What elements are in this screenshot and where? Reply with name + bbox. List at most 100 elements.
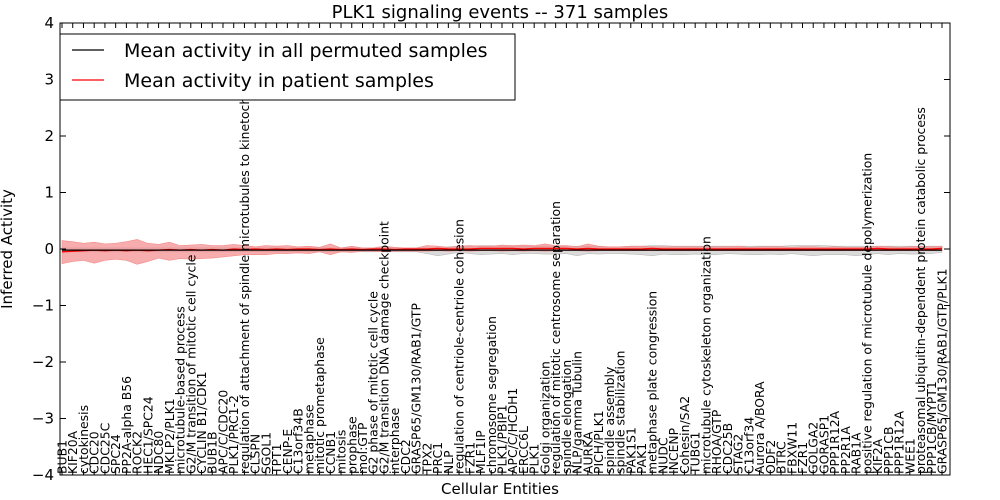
x-category-label: PLK1/PBIP1 xyxy=(495,404,510,474)
x-category-labels: BUB1KIF20AcytokinesisCDC20CDC25CSPC24PP2… xyxy=(55,77,950,475)
x-category-label: MKLP2/PLK1 xyxy=(162,398,177,474)
x-category-label: C13orf34 xyxy=(741,417,756,474)
x-category-label: CCNB1 xyxy=(323,431,338,474)
x-category-label: prophase xyxy=(344,416,359,474)
x-category-label: interphase xyxy=(387,408,402,474)
x-category-label: ODF2 xyxy=(763,440,778,474)
legend: Mean activity in all permuted samples Me… xyxy=(59,33,516,101)
x-category-label: ROCK2 xyxy=(130,431,145,474)
x-category-label: GORASP1 xyxy=(816,415,831,474)
x-category-label: PP2R1A xyxy=(838,426,853,474)
x-category-label: KIF2A xyxy=(870,438,885,474)
x-category-label: CDC20 xyxy=(87,431,102,474)
x-category-label: PPP1R12A xyxy=(827,410,842,474)
x-category-label: metaphase plate congression xyxy=(645,291,660,474)
x-category-label: GRASP65/GM130/RAB1/GTP xyxy=(409,303,424,474)
x-category-label: spindle elongation xyxy=(559,360,574,474)
x-category-label: cytokinesis xyxy=(76,405,91,474)
x-category-label: mitosis xyxy=(334,430,349,474)
x-category-label: positive regulation of microtubule depol… xyxy=(859,153,874,474)
x-category-label: RHOA/GTP xyxy=(709,409,724,474)
x-category-label: regulation of centriole-centriole cohesi… xyxy=(452,219,467,474)
x-category-label: mol:GTP xyxy=(355,422,370,474)
x-category-label: STAG2 xyxy=(731,434,746,474)
legend-label-permuted: Mean activity in all permuted samples xyxy=(124,40,487,62)
x-category-label: G2/M transition DNA damage checkpoint xyxy=(376,221,391,474)
x-category-label: PP2A-alpha B56 xyxy=(119,376,134,474)
x-category-label: WEE1 xyxy=(902,438,917,474)
x-category-label: NLP/gamma Tubulin xyxy=(570,351,585,474)
x-category-label: CYCLIN B1/CDK1 xyxy=(194,371,209,474)
x-category-label: regulation of mitotic centrosome separat… xyxy=(548,201,563,474)
x-category-label: microtubule-based process xyxy=(173,306,188,474)
x-category-label: INCENP xyxy=(666,427,681,474)
x-category-label: MLF1IP xyxy=(473,430,488,474)
x-category-label: GOLGA2 xyxy=(806,422,821,474)
y-axis-label: Inferred Activity xyxy=(0,189,16,309)
x-category-label: TPT1 xyxy=(269,444,284,476)
x-category-label: PICH/PLK1 xyxy=(591,410,606,474)
x-category-label: CDC25C xyxy=(97,423,112,474)
x-category-label: ERCC6L xyxy=(516,426,531,474)
x-category-label: BUB1B xyxy=(205,432,220,474)
x-category-label: metaphase xyxy=(301,404,316,474)
y-tick-label: −4 xyxy=(32,466,54,484)
x-category-label: Golgi organization xyxy=(537,361,552,474)
legend-box xyxy=(59,33,516,101)
x-category-label: PLK1 xyxy=(527,444,542,474)
x-category-label: spindle assembly xyxy=(602,367,617,474)
x-category-label: PLK1/PRC1-2 xyxy=(226,395,241,474)
x-category-label: Cohesin/SA2 xyxy=(677,396,692,474)
x-category-label: FZR1 xyxy=(462,442,477,474)
legend-label-patient: Mean activity in patient samples xyxy=(124,70,434,92)
x-category-label: C13orf34B xyxy=(291,408,306,474)
x-category-label: PPP1R12A xyxy=(892,410,907,474)
x-category-label: SPC24 xyxy=(108,434,123,474)
x-category-label: CDC25B xyxy=(720,423,735,474)
x-category-label: APC/C/CDC20 xyxy=(215,390,230,474)
x-category-label: BTRC xyxy=(774,441,789,474)
y-tick-label: −3 xyxy=(32,410,54,428)
x-category-label: G2 phase of mitotic cell cycle xyxy=(366,291,381,474)
x-category-label: BUB1 xyxy=(55,440,70,474)
x-category-label: NUDC xyxy=(655,437,670,474)
x-category-label: TUBG1 xyxy=(688,432,703,475)
x-category-label: microtubule cytoskeleton organization xyxy=(698,236,713,474)
y-axis-ticks: 4 3 2 1 0 −1 −2 −3 −4 xyxy=(32,14,950,484)
y-tick-label: 4 xyxy=(44,14,54,32)
x-axis-label: Cellular Entities xyxy=(441,480,559,498)
y-tick-label: −2 xyxy=(32,353,54,371)
x-category-label: APC/C/HCDH1 xyxy=(505,388,520,474)
x-category-label: CENP-E xyxy=(280,429,295,474)
x-category-label: KIF20A xyxy=(65,430,80,474)
x-category-label: FZR1 xyxy=(795,442,810,474)
series-lines xyxy=(61,247,943,253)
x-category-label: spindle stabilization xyxy=(613,351,628,474)
x-category-label: mitotic prometaphase xyxy=(312,337,327,474)
x-category-label: PPP1CB/MYPT1 xyxy=(924,381,939,474)
x-category-label: regulation of attachment of spindle micr… xyxy=(237,77,252,474)
y-tick-label: 3 xyxy=(44,71,54,89)
x-category-label: PAK1 xyxy=(634,443,649,474)
x-category-label: proteasomal ubiquitin-dependent protein … xyxy=(913,107,928,474)
y-tick-label: 0 xyxy=(44,240,54,258)
x-category-label: NLP xyxy=(441,450,456,474)
x-category-label: PRC1 xyxy=(430,442,445,474)
x-category-label: SGOL1 xyxy=(258,432,273,474)
x-category-label: chromosome segregation xyxy=(484,316,499,474)
y-tick-label: −1 xyxy=(32,297,54,315)
x-category-label: AURKA xyxy=(580,431,595,474)
chart-title: PLK1 signaling events -- 371 samples xyxy=(332,2,669,23)
x-category-label: GRASP65/GM130/RAB1/GTP/PLK1 xyxy=(935,269,950,474)
x-ticks xyxy=(61,23,943,475)
x-category-label: PPP1CB xyxy=(881,427,896,474)
x-category-label: PAK1S1 xyxy=(623,427,638,474)
x-category-label: CLSPN xyxy=(248,434,263,474)
x-category-label: FBXW11 xyxy=(784,422,799,474)
y-tick-label: 1 xyxy=(44,184,54,202)
x-category-label: TPX2 xyxy=(419,443,434,475)
y-tick-label: 2 xyxy=(44,127,54,145)
x-category-label: RAB1A xyxy=(849,432,864,474)
x-category-label: G2/M transition of mitotic cell cycle xyxy=(183,255,198,474)
